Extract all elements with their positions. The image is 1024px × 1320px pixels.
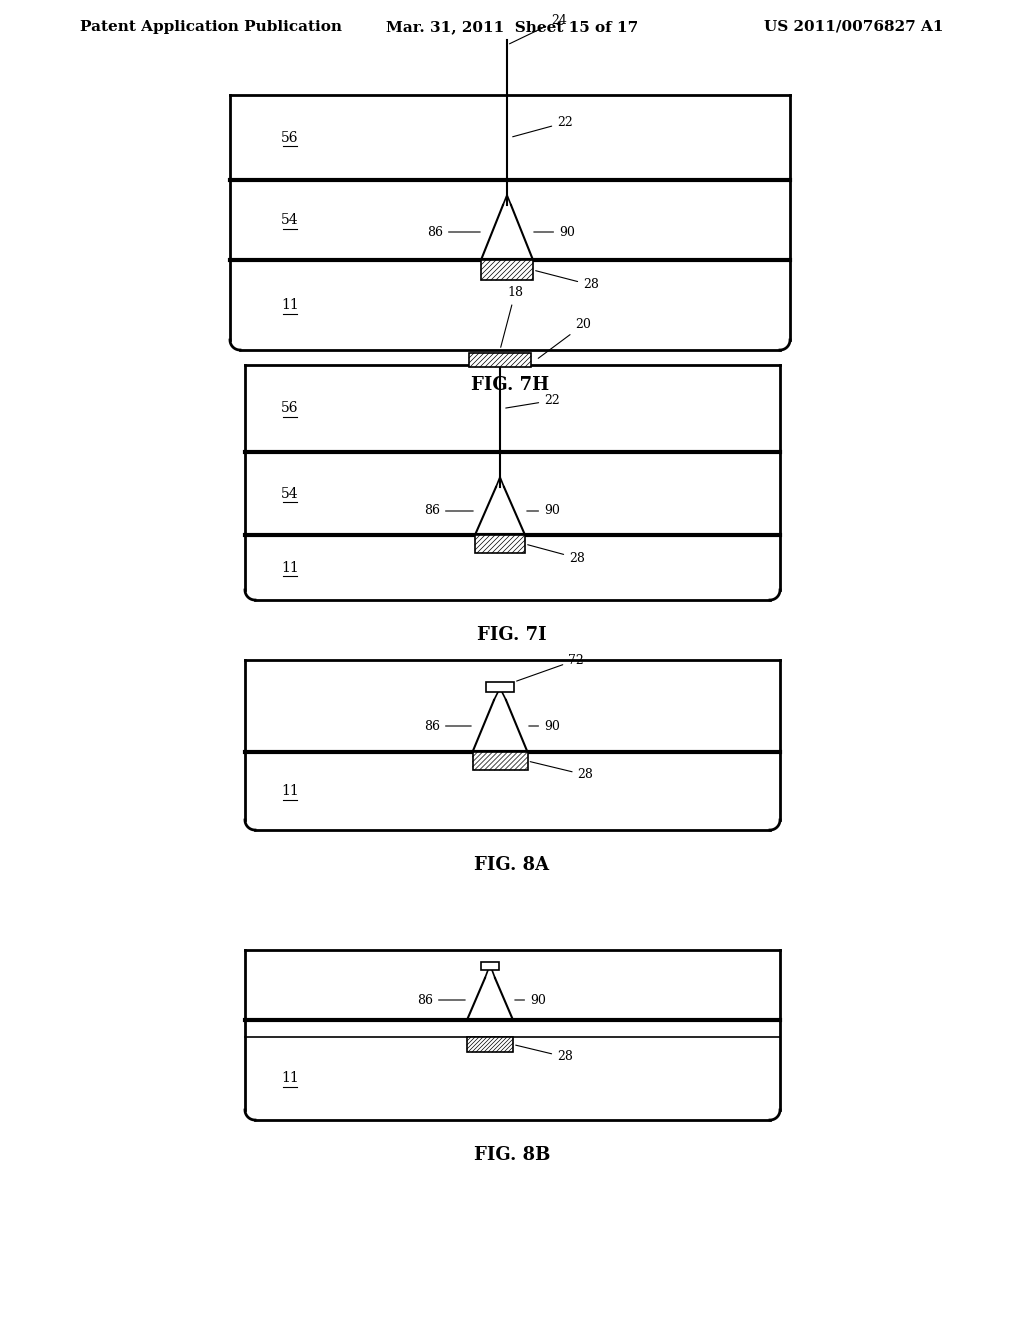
Text: 11: 11 [282,784,299,799]
Bar [467,1038,513,1052]
Text: 90: 90 [515,994,546,1006]
Text: 56: 56 [282,131,299,144]
Text: 28: 28 [536,271,599,292]
Text: 22: 22 [513,116,572,137]
Text: 18: 18 [501,286,523,347]
Text: 54: 54 [282,487,299,500]
Text: 54: 54 [282,213,299,227]
Text: FIG. 7I: FIG. 7I [477,626,547,644]
Text: Mar. 31, 2011  Sheet 15 of 17: Mar. 31, 2011 Sheet 15 of 17 [386,20,638,34]
Text: 90: 90 [528,719,560,733]
Text: 28: 28 [527,545,585,565]
Text: 22: 22 [506,393,560,408]
Text: US 2011/0076827 A1: US 2011/0076827 A1 [765,20,944,34]
Text: 11: 11 [282,298,299,312]
Bar [469,352,531,367]
Text: FIG. 8A: FIG. 8A [474,855,550,874]
Text: 72: 72 [517,653,584,681]
Bar [481,962,499,970]
Text: 56: 56 [282,401,299,416]
Bar [481,260,534,280]
Text: FIG. 8B: FIG. 8B [474,1146,550,1164]
Text: 90: 90 [526,504,560,517]
Text: FIG. 7H: FIG. 7H [471,376,549,393]
Bar [486,682,514,692]
Text: 86: 86 [427,226,480,239]
Text: 86: 86 [424,719,471,733]
Text: 28: 28 [530,762,594,781]
Text: 24: 24 [510,13,567,44]
Text: 20: 20 [539,318,591,358]
Text: 90: 90 [534,226,574,239]
Text: Patent Application Publication: Patent Application Publication [80,20,342,34]
Text: 86: 86 [417,994,465,1006]
Text: 11: 11 [282,561,299,574]
Text: 28: 28 [516,1045,573,1064]
Text: 11: 11 [282,1072,299,1085]
Text: 86: 86 [424,504,473,517]
Bar [472,752,527,770]
Bar [475,535,525,553]
